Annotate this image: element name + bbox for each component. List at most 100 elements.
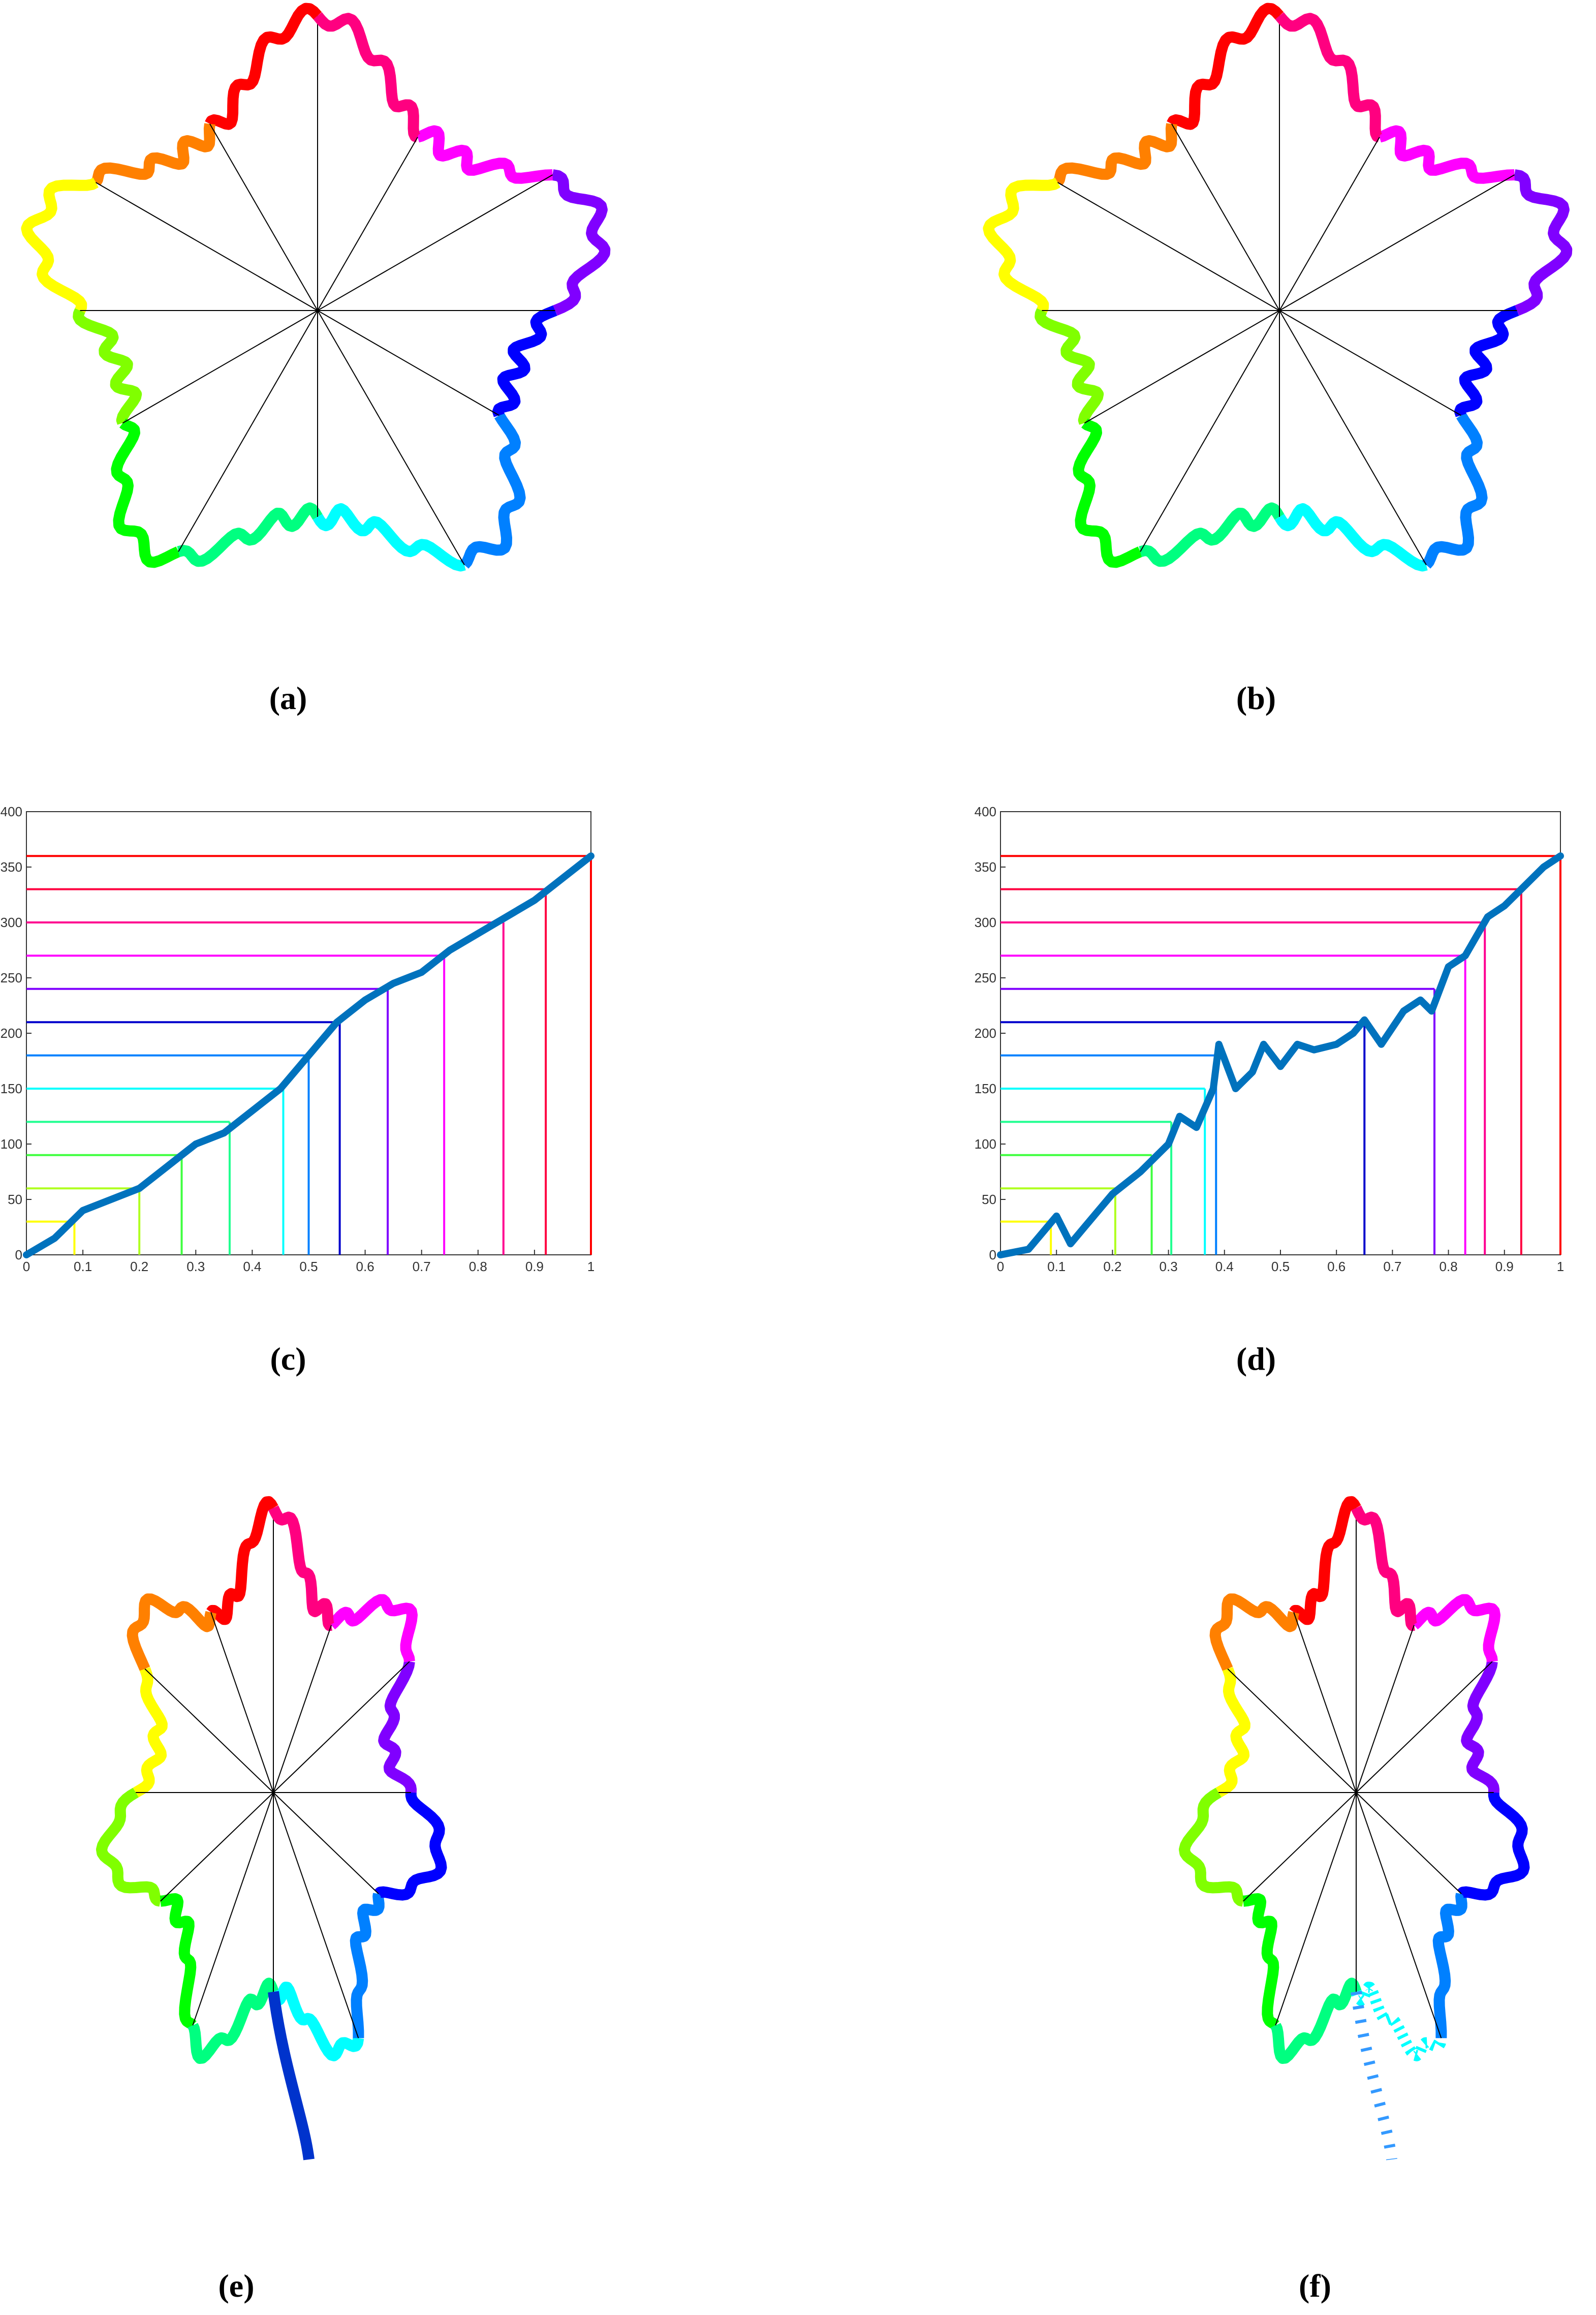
leaf-contour bbox=[983, 177, 1060, 313]
spoke bbox=[96, 182, 318, 311]
x-tick-label: 0 bbox=[23, 1259, 30, 1274]
leaf-contour bbox=[96, 1787, 164, 1907]
panel-label: (d) bbox=[1236, 1341, 1276, 1377]
x-tick-label: 0.4 bbox=[243, 1259, 261, 1274]
leaf-contour bbox=[127, 1593, 216, 1672]
y-tick-label: 0 bbox=[15, 1247, 22, 1262]
y-tick-label: 350 bbox=[975, 859, 996, 875]
y-tick-label: 250 bbox=[1, 970, 22, 985]
leaf-contour bbox=[1275, 12, 1383, 143]
spoke bbox=[273, 1661, 410, 1793]
y-tick-label: 50 bbox=[982, 1192, 996, 1207]
leaf-contour bbox=[1351, 1505, 1418, 1631]
x-tick-label: 0.9 bbox=[1495, 1259, 1514, 1274]
spoke bbox=[1084, 310, 1280, 424]
x-tick-label: 0.2 bbox=[130, 1259, 148, 1274]
leaf-contour bbox=[111, 418, 181, 568]
spoke bbox=[178, 310, 318, 552]
spoke bbox=[1275, 1792, 1357, 2026]
leaf-contour bbox=[268, 1982, 364, 2061]
spoke bbox=[317, 137, 418, 311]
leaf-contour bbox=[1073, 418, 1143, 568]
x-tick-label: 0.1 bbox=[74, 1259, 92, 1274]
leaf-contour bbox=[378, 1660, 417, 1796]
spoke bbox=[144, 1668, 274, 1793]
x-tick-label: 0.3 bbox=[1160, 1259, 1178, 1274]
leaf-contour bbox=[1179, 1787, 1246, 1907]
x-tick-label: 0.3 bbox=[186, 1259, 205, 1274]
panel-label: (a) bbox=[269, 680, 307, 716]
spoke bbox=[1227, 1668, 1357, 1793]
panel-label: (e) bbox=[218, 2268, 254, 2304]
x-tick-label: 0.8 bbox=[469, 1259, 487, 1274]
spoke bbox=[1140, 310, 1280, 552]
spoke bbox=[122, 310, 318, 424]
leaf-contour bbox=[91, 122, 215, 186]
leaf-contour bbox=[374, 1789, 447, 1901]
leaf-contour bbox=[1432, 1891, 1467, 2039]
spoke bbox=[160, 1792, 274, 1902]
x-tick-label: 0.1 bbox=[1047, 1259, 1066, 1274]
leaf-contour bbox=[1053, 122, 1177, 186]
spoke bbox=[1279, 174, 1515, 311]
spoke bbox=[1356, 1792, 1462, 1894]
leaf-contour bbox=[1461, 1660, 1500, 1796]
leaf-contour bbox=[1209, 1593, 1299, 1672]
spoke bbox=[1356, 1792, 1442, 2039]
panel-label: (f) bbox=[1299, 2268, 1331, 2304]
curve bbox=[997, 852, 1564, 1258]
leaf-contour bbox=[133, 1667, 168, 1798]
x-tick-label: 1 bbox=[1557, 1259, 1564, 1274]
x-tick-label: 0.5 bbox=[1271, 1259, 1290, 1274]
panel-label: (b) bbox=[1236, 680, 1276, 716]
y-tick-label: 50 bbox=[8, 1192, 22, 1207]
leaf-contour bbox=[1351, 1982, 1447, 2061]
leaf-contour bbox=[551, 169, 611, 316]
leaf-contour bbox=[1378, 125, 1515, 184]
x-tick-label: 1 bbox=[587, 1259, 594, 1274]
x-tick-label: 0.7 bbox=[1383, 1259, 1401, 1274]
y-tick-label: 250 bbox=[975, 970, 996, 985]
x-tick-label: 0.2 bbox=[1103, 1259, 1121, 1274]
spoke bbox=[317, 174, 553, 311]
spoke bbox=[1243, 1792, 1357, 1902]
y-tick-label: 400 bbox=[975, 804, 996, 819]
spoke bbox=[1279, 310, 1427, 565]
leaf-contour bbox=[313, 12, 421, 143]
x-tick-label: 0.5 bbox=[299, 1259, 318, 1274]
leaf-contour bbox=[187, 1978, 279, 2064]
curve bbox=[23, 852, 594, 1258]
leaf-contour bbox=[327, 1594, 418, 1664]
y-tick-label: 150 bbox=[1, 1081, 22, 1096]
x-tick-label: 0.7 bbox=[413, 1259, 431, 1274]
leaf-contour bbox=[73, 308, 142, 426]
spoke bbox=[1171, 124, 1280, 311]
leaf-contour bbox=[1139, 502, 1285, 567]
spoke bbox=[1356, 1625, 1415, 1793]
spoke bbox=[210, 1612, 274, 1793]
leaf-contour bbox=[1513, 169, 1573, 316]
spoke bbox=[273, 1625, 332, 1793]
spoke bbox=[1356, 1661, 1493, 1793]
leaf-contour bbox=[177, 502, 323, 567]
y-tick-label: 300 bbox=[1, 915, 22, 930]
leaf-contour bbox=[268, 1505, 335, 1631]
leaf-stem bbox=[268, 1991, 315, 2160]
x-tick-label: 0.4 bbox=[1215, 1259, 1234, 1274]
spoke bbox=[192, 1792, 274, 2026]
y-tick-label: 100 bbox=[1, 1136, 22, 1152]
leaf-contour bbox=[1457, 1789, 1530, 1901]
x-tick-label: 0.9 bbox=[525, 1259, 544, 1274]
y-tick-label: 200 bbox=[975, 1026, 996, 1041]
leaf-contour bbox=[1454, 305, 1519, 417]
y-tick-label: 150 bbox=[975, 1081, 996, 1096]
leaf-contour bbox=[492, 305, 557, 417]
y-tick-label: 100 bbox=[975, 1136, 996, 1152]
leaf-contour bbox=[1270, 1978, 1362, 2064]
y-tick-label: 0 bbox=[989, 1247, 996, 1262]
leaf-contour bbox=[460, 412, 526, 569]
leaf-contour bbox=[1274, 503, 1428, 572]
leaf-contour bbox=[205, 3, 322, 130]
leaf-contour bbox=[1289, 1496, 1361, 1625]
